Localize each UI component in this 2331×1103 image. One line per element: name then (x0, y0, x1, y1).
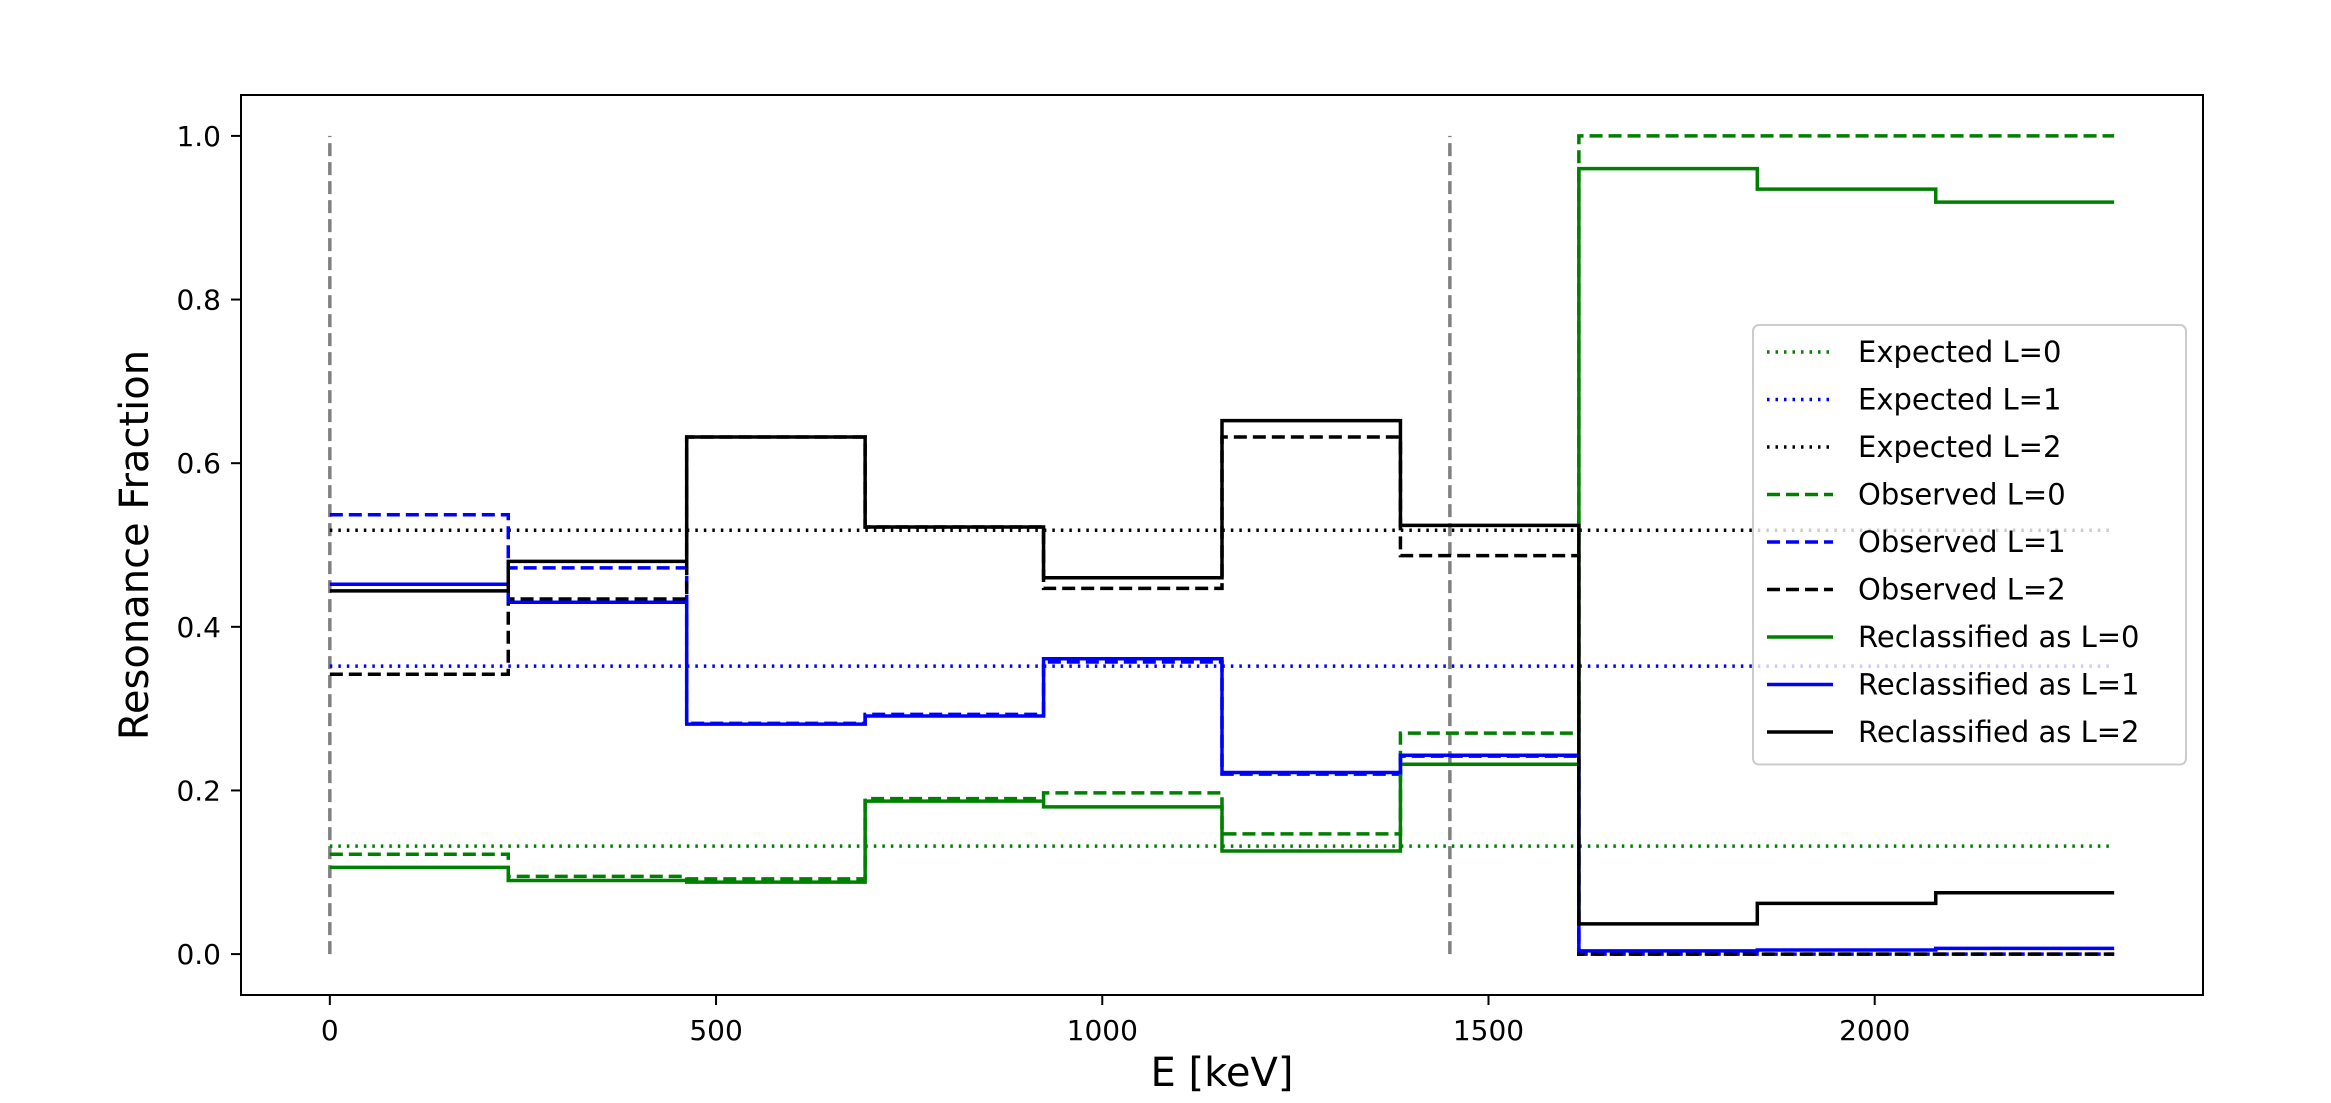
series-observed-l-1 (329, 512, 2115, 956)
y-tick-label: 0.0 (176, 938, 221, 971)
series-observed-l-2 (329, 435, 2115, 956)
legend-box (1752, 324, 2187, 766)
x-axis-label: E [keV] (1151, 1050, 1294, 1096)
axis-ticks: 0 500 1000 1500 2000 0.0 0.2 0.4 0.6 0.8 1.0 (176, 120, 1910, 1047)
y-tick-label: 0.8 (176, 284, 221, 317)
y-tick-label: 0.6 (176, 447, 221, 480)
legend-label-expected-l-0: Expected L=0 (1858, 335, 2061, 369)
x-tick-label: 500 (689, 1014, 742, 1047)
y-axis-label: Resonance Fraction (112, 350, 158, 740)
series-observed-l-0 (329, 134, 2115, 881)
y-tick-label: 0.4 (176, 611, 221, 644)
legend-label-observed-l-0: Observed L=0 (1858, 478, 2066, 512)
x-tick-label: 1000 (1067, 1014, 1138, 1047)
series-reclassified-as-l-0 (329, 166, 2115, 884)
plot-lines (328, 134, 2115, 956)
legend-label-observed-l-1: Observed L=1 (1858, 525, 2066, 559)
legend: Expected L=0 Expected L=1 Expected L=2 Obse… (1752, 324, 2187, 766)
axes-frame (240, 94, 2204, 996)
x-tick-label: 2000 (1839, 1014, 1910, 1047)
legend-label-observed-l-2: Observed L=2 (1858, 573, 2066, 607)
legend-label-reclassified-as-l-2: Reclassified as L=2 (1858, 715, 2139, 749)
legend-label-reclassified-as-l-1: Reclassified as L=1 (1858, 668, 2139, 702)
legend-label-reclassified-as-l-0: Reclassified as L=0 (1858, 620, 2139, 654)
legend-label-expected-l-2: Expected L=2 (1858, 430, 2061, 464)
x-tick-label: 1500 (1453, 1014, 1524, 1047)
y-tick-label: 0.2 (176, 774, 221, 807)
y-tick-label: 1.0 (176, 120, 221, 153)
x-tick-label: 0 (321, 1014, 339, 1047)
series-reclassified-as-l-1 (329, 582, 2115, 953)
series-reclassified-as-l-2 (329, 418, 2115, 926)
legend-label-expected-l-1: Expected L=1 (1858, 383, 2061, 417)
